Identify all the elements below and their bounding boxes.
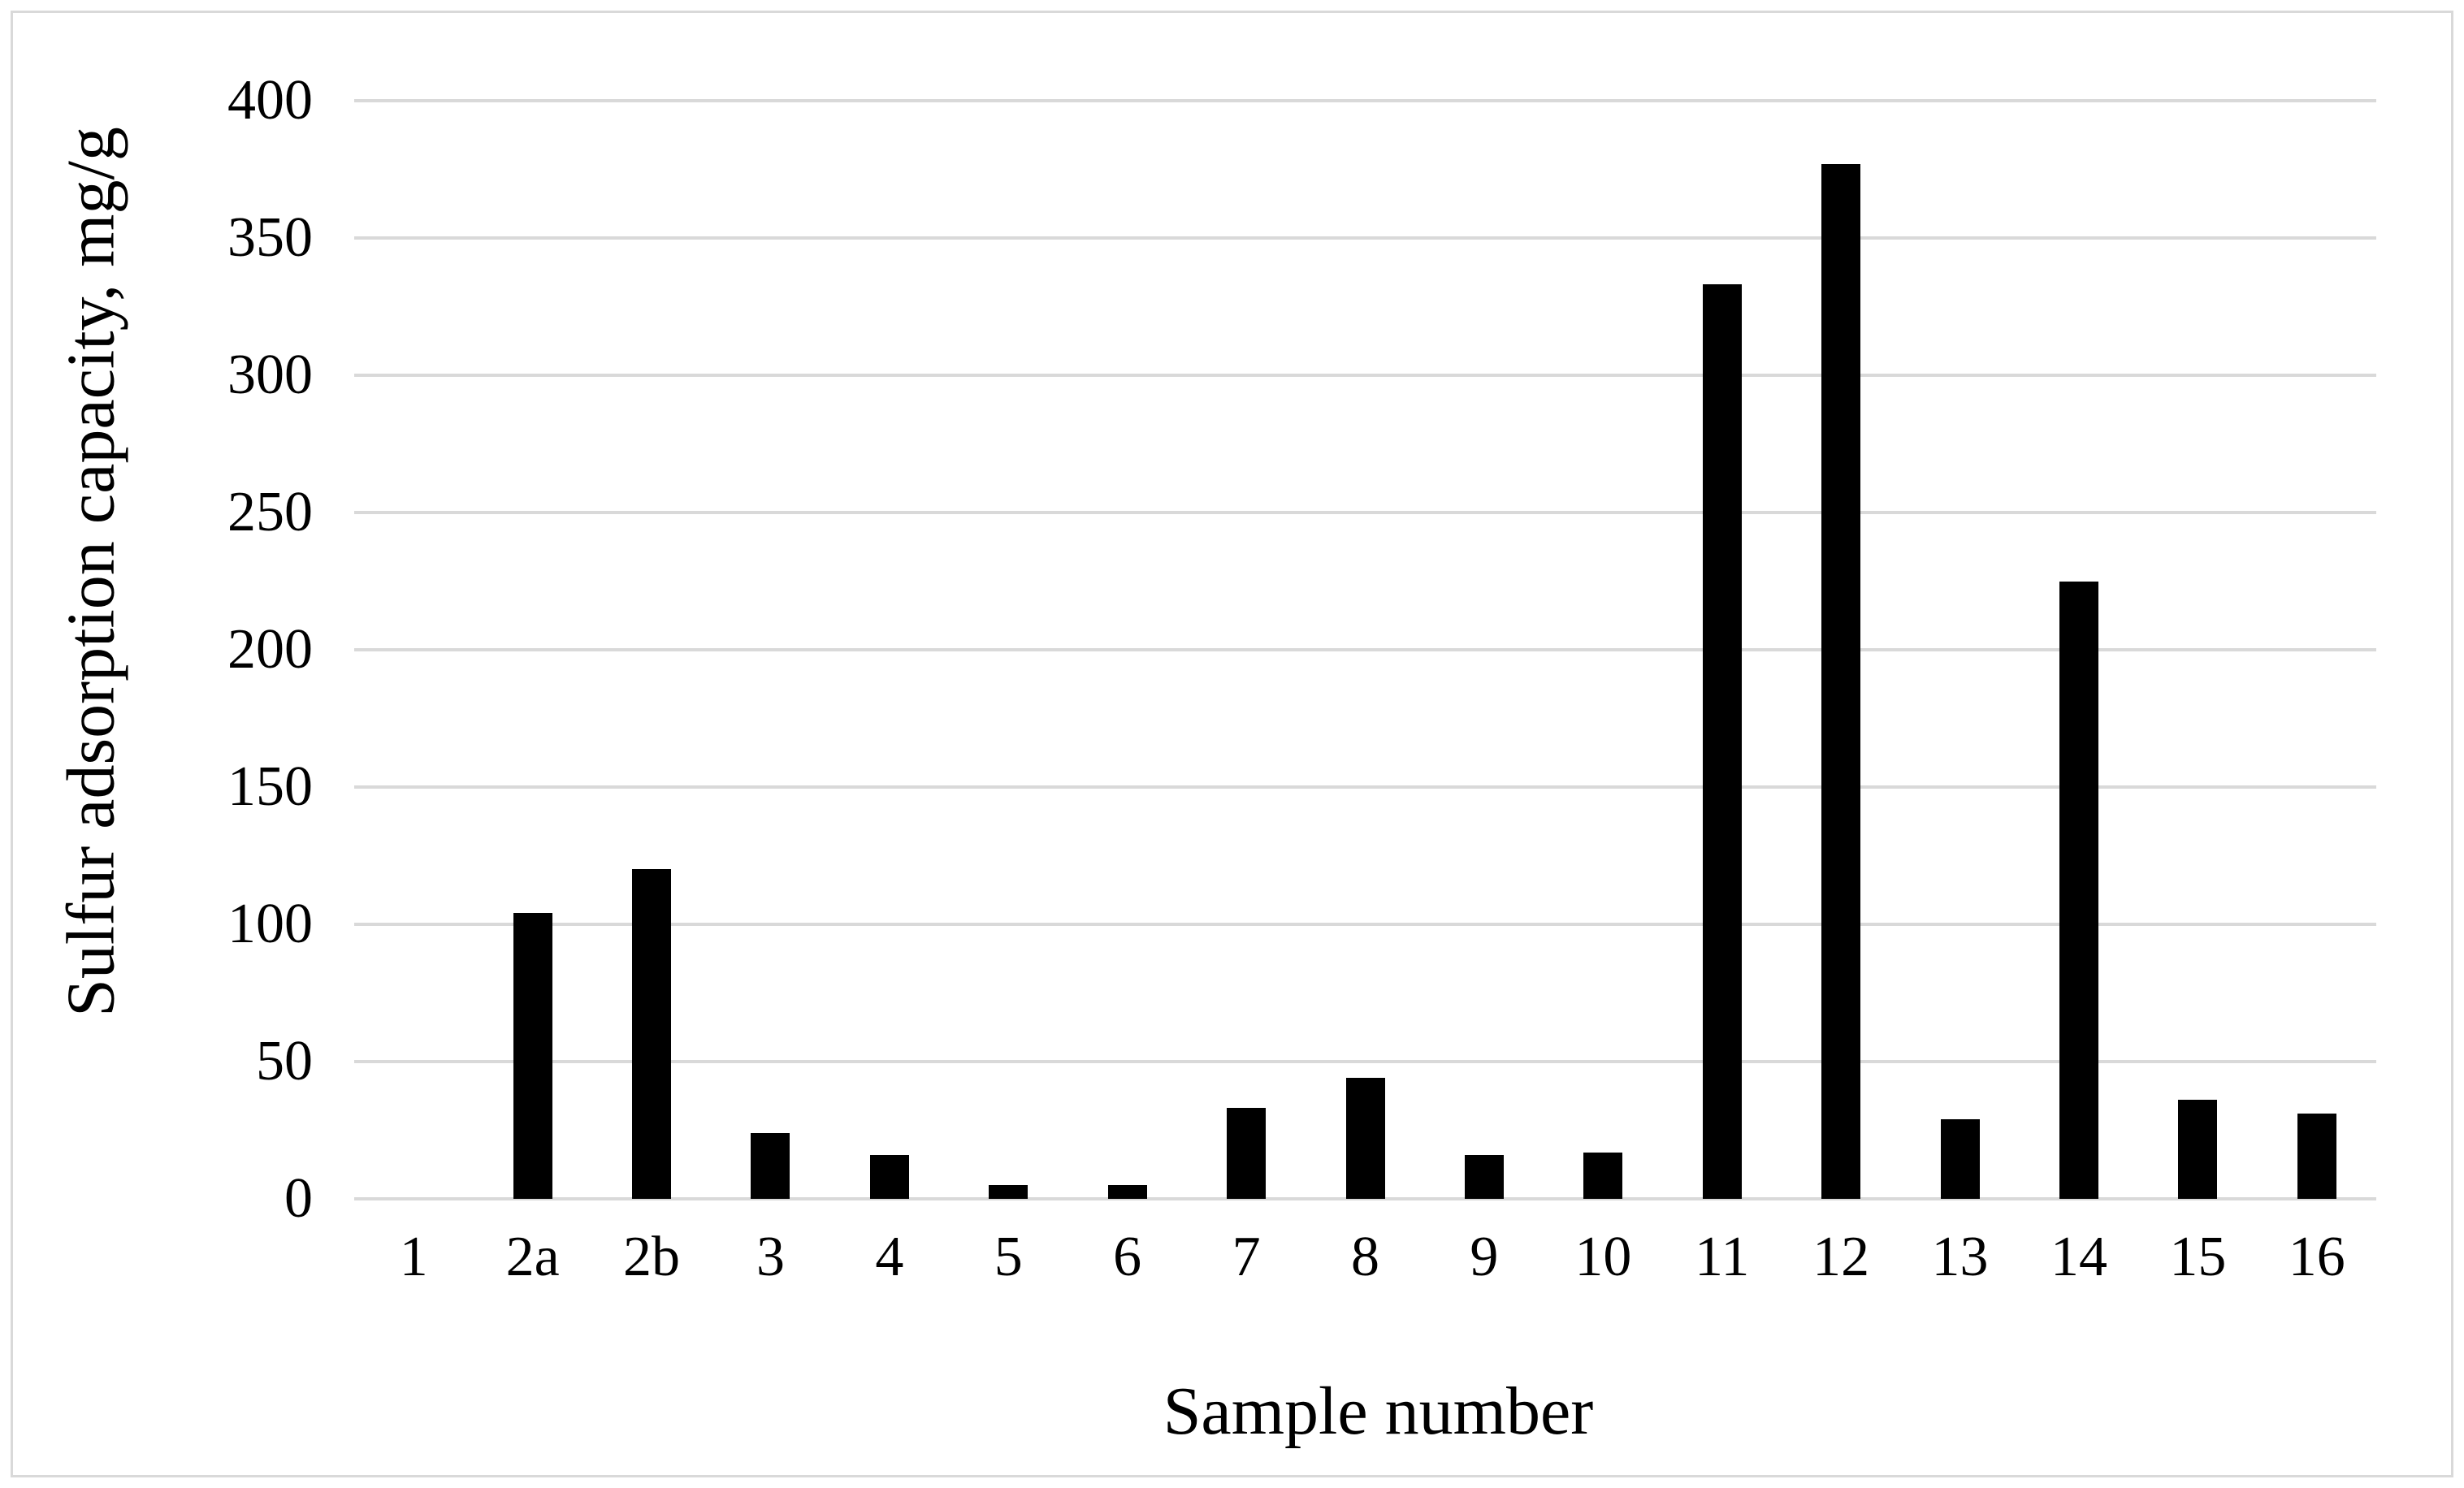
bar — [1107, 1185, 1147, 1199]
x-tick-label: 2a — [505, 1226, 560, 1288]
chart-frame: Sulfur adsorption capacity, mg/g Sample … — [11, 11, 2453, 1477]
x-tick-label: 7 — [1232, 1226, 1261, 1288]
x-tick-label: 6 — [1113, 1226, 1142, 1288]
x-tick-label: 16 — [2288, 1226, 2345, 1288]
gridline — [354, 236, 2376, 240]
bar — [513, 913, 552, 1199]
gridline — [354, 923, 2376, 926]
bar — [1227, 1108, 1267, 1199]
y-tick-label: 250 — [227, 481, 313, 543]
gridline — [354, 1197, 2376, 1200]
bar — [1940, 1118, 1980, 1199]
x-tick-label: 15 — [2169, 1226, 2227, 1288]
x-tick-label: 10 — [1574, 1226, 1632, 1288]
bar — [1821, 163, 1861, 1199]
x-tick-label: 4 — [875, 1226, 904, 1288]
x-tick-label: 11 — [1695, 1226, 1750, 1288]
bar — [1702, 284, 1742, 1199]
y-tick-label: 0 — [284, 1167, 313, 1230]
y-tick-label: 50 — [256, 1030, 313, 1092]
bar — [751, 1132, 790, 1199]
bar — [2178, 1100, 2218, 1199]
x-tick-label: 3 — [756, 1226, 785, 1288]
x-tick-label: 2b — [623, 1226, 681, 1288]
bar — [1583, 1152, 1623, 1199]
gridline — [354, 99, 2376, 102]
bar — [2059, 581, 2098, 1199]
bar — [632, 869, 672, 1199]
y-tick-label: 400 — [227, 69, 313, 132]
bar — [869, 1154, 909, 1199]
plot-area — [354, 99, 2376, 1200]
gridline — [354, 1060, 2376, 1063]
gridline — [354, 511, 2376, 514]
x-tick-label: 5 — [994, 1226, 1023, 1288]
x-tick-label: 9 — [1470, 1226, 1499, 1288]
x-tick-label: 14 — [2050, 1226, 2107, 1288]
y-tick-label: 100 — [227, 893, 313, 955]
gridline — [354, 785, 2376, 789]
x-tick-label: 12 — [1812, 1226, 1870, 1288]
bar — [1345, 1078, 1385, 1199]
y-tick-label: 300 — [227, 344, 313, 406]
bar — [989, 1185, 1028, 1199]
x-tick-label: 1 — [399, 1226, 428, 1288]
x-axis-title: Sample number — [1163, 1373, 1594, 1449]
y-tick-label: 200 — [227, 618, 313, 681]
x-tick-label: 13 — [1931, 1226, 1989, 1288]
x-tick-label: 8 — [1350, 1226, 1379, 1288]
bar — [2297, 1114, 2336, 1199]
y-tick-label: 350 — [227, 206, 313, 269]
y-tick-label: 150 — [227, 755, 313, 818]
gridline — [354, 374, 2376, 377]
bar — [1464, 1154, 1504, 1199]
gridline — [354, 648, 2376, 651]
